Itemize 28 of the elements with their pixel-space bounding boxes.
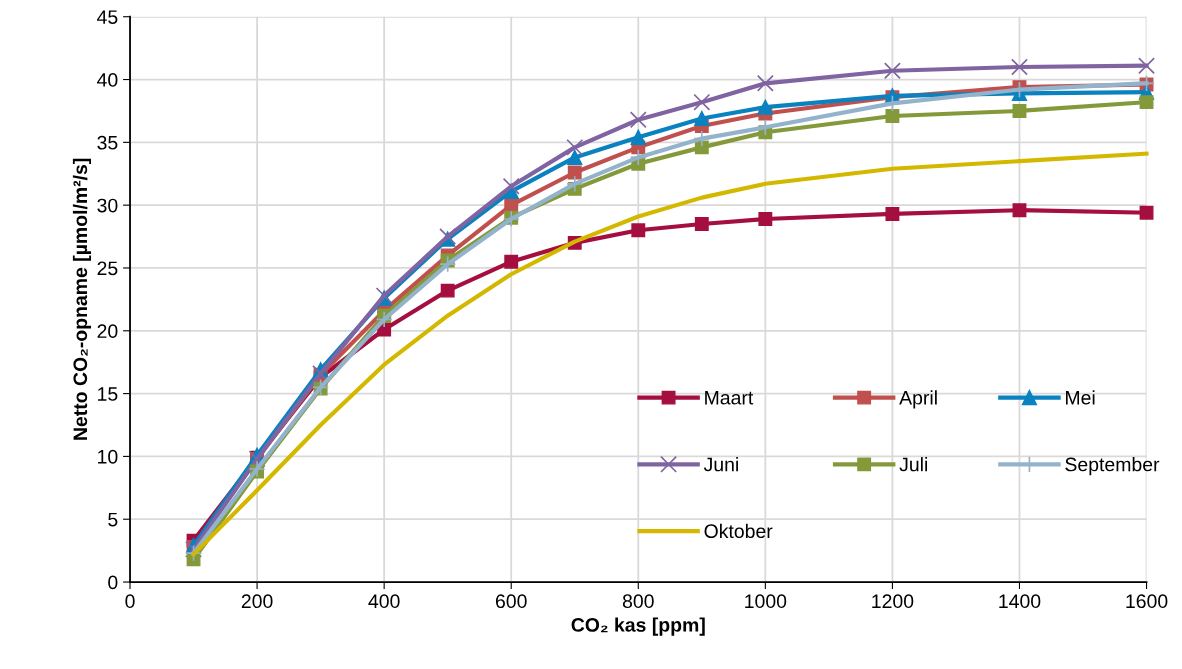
x-tick-label: 800 xyxy=(622,594,654,609)
x-tick-label: 400 xyxy=(368,594,400,609)
y-tick-label: 5 xyxy=(108,512,118,527)
x-tick-label: 1200 xyxy=(872,594,914,609)
legend-label: Maart xyxy=(705,391,754,405)
legend-label: April xyxy=(899,390,937,409)
legend-label: Mei xyxy=(1066,390,1095,405)
x-tick-label: 200 xyxy=(241,594,273,609)
x-tick-label: 1000 xyxy=(745,594,787,609)
legend-label: Oktober xyxy=(704,523,773,539)
y-tick-label: 0 xyxy=(108,575,118,590)
y-tick-label: 10 xyxy=(98,449,118,464)
y-tick-label: 45 xyxy=(97,10,118,24)
y-tick-label: 20 xyxy=(97,324,118,339)
x-tick-label: 1600 xyxy=(1126,594,1168,609)
y-tick-label: 15 xyxy=(98,387,118,401)
y-tick-label: 35 xyxy=(97,135,118,150)
x-axis-title: CO₂ kas [ppm] xyxy=(571,617,705,636)
x-tick-label: 600 xyxy=(495,594,527,609)
y-tick-label: 25 xyxy=(97,261,118,276)
x-tick-label: 1400 xyxy=(999,594,1041,609)
legend-label: Juni xyxy=(703,457,738,472)
x-tick-label: 0 xyxy=(125,594,135,609)
y-tick-label: 40 xyxy=(97,73,118,87)
legend-label: September xyxy=(1065,457,1160,476)
legend-label: Juli xyxy=(899,457,928,472)
y-axis-title: Netto CO₂-opname [µmol/m²/s] xyxy=(72,158,92,440)
y-tick-label: 30 xyxy=(97,198,118,213)
